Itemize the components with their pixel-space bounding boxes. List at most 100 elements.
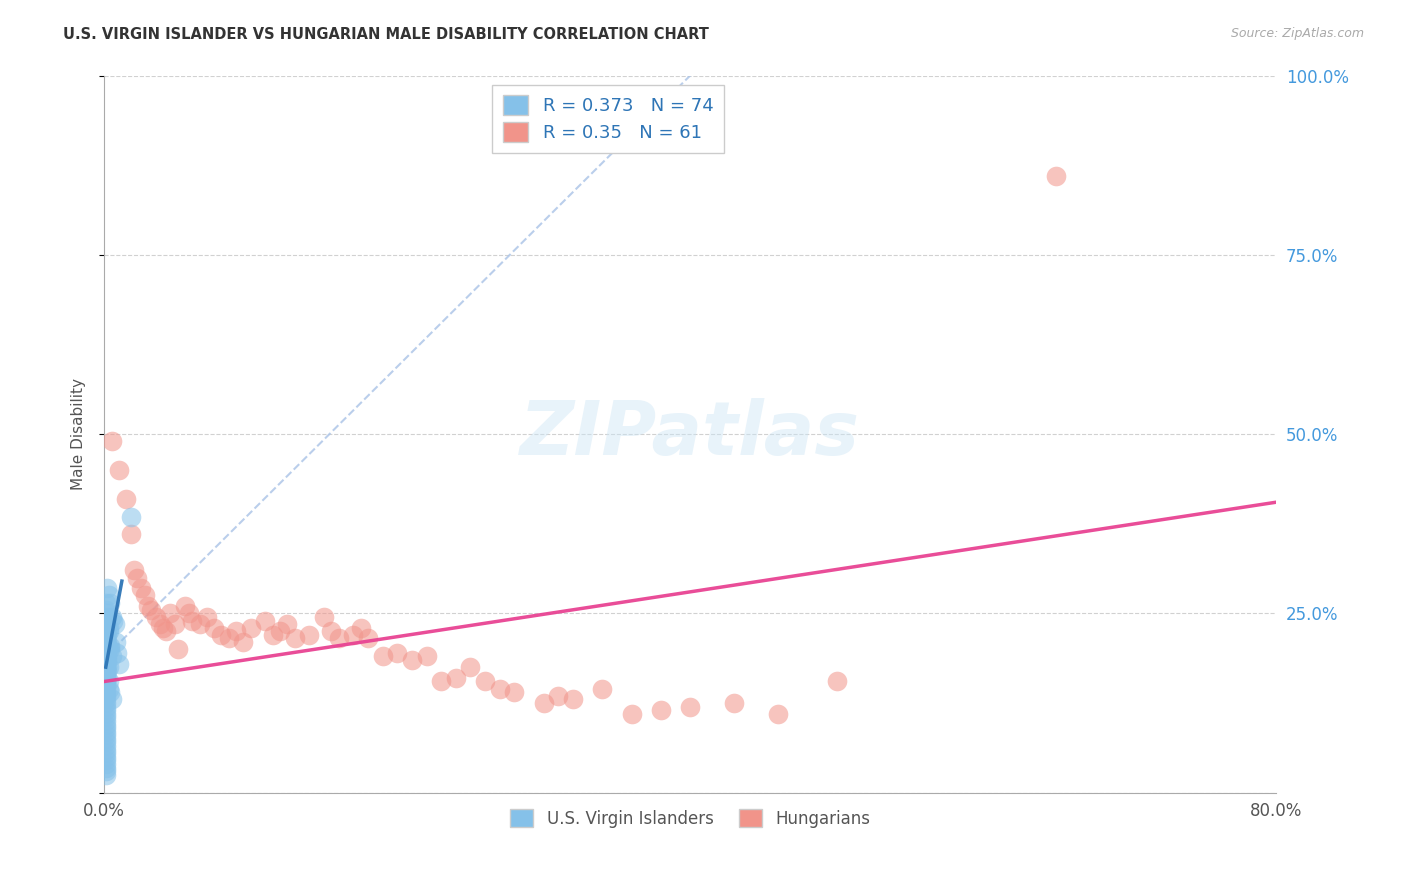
- Point: [254, 614, 277, 628]
- Point: [100, 610, 122, 624]
- Point: [94, 749, 117, 764]
- Point: [766, 706, 789, 721]
- Point: [98, 596, 121, 610]
- Point: [100, 649, 122, 664]
- Point: [269, 624, 291, 639]
- Point: [96, 664, 118, 678]
- Point: [96, 660, 118, 674]
- Point: [97, 589, 120, 603]
- Point: [94, 768, 117, 782]
- Point: [94, 614, 117, 628]
- Point: [96, 635, 118, 649]
- Point: [96, 653, 118, 667]
- Point: [96, 581, 118, 595]
- Text: U.S. VIRGIN ISLANDER VS HUNGARIAN MALE DISABILITY CORRELATION CHART: U.S. VIRGIN ISLANDER VS HUNGARIAN MALE D…: [63, 27, 709, 42]
- Point: [141, 603, 163, 617]
- Point: [94, 635, 117, 649]
- Point: [96, 628, 118, 642]
- Point: [94, 671, 117, 685]
- Point: [94, 728, 117, 742]
- Point: [97, 674, 120, 689]
- Point: [232, 635, 254, 649]
- Point: [108, 463, 131, 477]
- Point: [155, 624, 177, 639]
- Point: [94, 632, 117, 646]
- Point: [94, 603, 117, 617]
- Point: [94, 678, 117, 692]
- Point: [96, 671, 118, 685]
- Point: [94, 646, 117, 660]
- Point: [188, 617, 211, 632]
- Text: ZIPatlas: ZIPatlas: [520, 398, 860, 471]
- Point: [94, 624, 117, 639]
- Point: [239, 621, 262, 635]
- Y-axis label: Male Disability: Male Disability: [72, 378, 86, 490]
- Point: [284, 632, 307, 646]
- Point: [276, 617, 298, 632]
- Point: [103, 617, 125, 632]
- Point: [415, 649, 437, 664]
- Point: [96, 607, 118, 621]
- Point: [96, 610, 118, 624]
- Point: [211, 628, 233, 642]
- Point: [115, 491, 138, 506]
- Point: [145, 610, 167, 624]
- Point: [650, 703, 672, 717]
- Point: [94, 746, 117, 760]
- Point: [94, 699, 117, 714]
- Point: [387, 646, 409, 660]
- Point: [129, 581, 152, 595]
- Point: [96, 639, 118, 653]
- Point: [100, 434, 122, 449]
- Point: [371, 649, 394, 664]
- Point: [825, 674, 848, 689]
- Point: [94, 717, 117, 731]
- Point: [94, 714, 117, 728]
- Point: [94, 724, 117, 739]
- Point: [94, 731, 117, 746]
- Point: [312, 610, 335, 624]
- Point: [97, 681, 120, 696]
- Point: [159, 607, 181, 621]
- Point: [163, 617, 186, 632]
- Point: [94, 753, 117, 767]
- Point: [94, 621, 117, 635]
- Point: [94, 617, 117, 632]
- Point: [679, 699, 702, 714]
- Point: [218, 632, 240, 646]
- Point: [1045, 169, 1067, 183]
- Point: [94, 692, 117, 706]
- Point: [98, 685, 121, 699]
- Point: [120, 509, 142, 524]
- Point: [94, 628, 117, 642]
- Point: [444, 671, 467, 685]
- Point: [98, 639, 121, 653]
- Point: [94, 662, 117, 676]
- Point: [94, 721, 117, 735]
- Point: [94, 653, 117, 667]
- Point: [533, 696, 555, 710]
- Point: [97, 624, 120, 639]
- Point: [262, 628, 284, 642]
- Point: [591, 681, 613, 696]
- Point: [96, 649, 118, 664]
- Point: [134, 589, 156, 603]
- Point: [94, 742, 117, 756]
- Point: [149, 617, 172, 632]
- Point: [225, 624, 247, 639]
- Point: [401, 653, 423, 667]
- Point: [349, 621, 371, 635]
- Point: [181, 614, 204, 628]
- Point: [94, 681, 117, 696]
- Point: [100, 692, 122, 706]
- Point: [173, 599, 195, 614]
- Point: [94, 739, 117, 753]
- Point: [97, 642, 120, 657]
- Point: [547, 689, 569, 703]
- Point: [488, 681, 510, 696]
- Point: [503, 685, 526, 699]
- Point: [94, 689, 117, 703]
- Point: [152, 621, 174, 635]
- Point: [101, 614, 124, 628]
- Point: [122, 563, 145, 577]
